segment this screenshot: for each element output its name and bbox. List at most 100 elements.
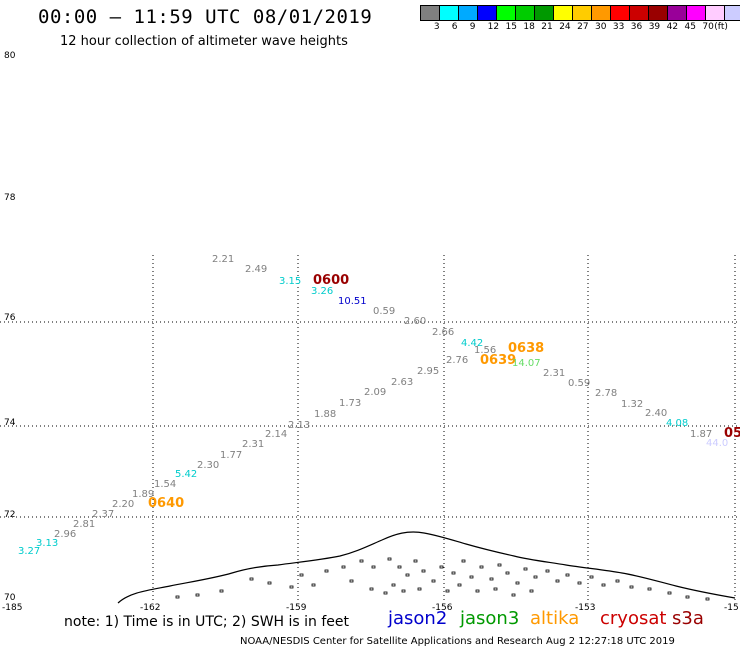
coast-island (383, 591, 388, 595)
color-scale-label: 18 (523, 22, 535, 32)
color-scale-label: 24 (559, 22, 571, 32)
wave-height-label: 1.89 (132, 489, 154, 500)
color-scale-label: 36 (630, 22, 643, 32)
coast-island (511, 593, 516, 597)
color-scale-label: 27 (577, 22, 589, 32)
color-scale-label: 3 (433, 22, 440, 32)
wave-height-label: 2.63 (391, 377, 413, 388)
wave-height-label: 44.0 (706, 438, 728, 449)
color-scale-label: 21 (541, 22, 553, 32)
color-scale-label: 6 (451, 22, 458, 32)
coast-island (493, 587, 498, 591)
longitude-label: -15 (724, 603, 739, 613)
longitude-label: -156 (432, 603, 453, 613)
longitude-label: -185 (2, 603, 22, 613)
coast-island (647, 587, 652, 591)
wave-height-label: 1.73 (339, 398, 361, 409)
latitude-label: 78 (4, 193, 16, 203)
coast-island (601, 583, 606, 587)
coast-island (475, 589, 480, 593)
coast-island (397, 565, 402, 569)
wave-height-label: 1.87 (690, 429, 712, 440)
color-scale-label: 42 (666, 22, 679, 32)
latitude-label: 80 (4, 51, 16, 61)
wave-height-label: 1.56 (474, 345, 496, 356)
legend-satellite-altika: altika (530, 608, 580, 629)
coast-island (523, 567, 528, 571)
latitude-label: 76 (4, 313, 16, 323)
coast-island (175, 595, 180, 599)
wave-height-label: 2.21 (212, 254, 234, 265)
wave-height-label: 4.42 (461, 338, 483, 349)
wave-height-label: 2.60 (404, 316, 426, 327)
coast-island (469, 575, 474, 579)
color-scale-label: 33 (612, 22, 625, 32)
wave-height-label: 2.78 (595, 388, 617, 399)
map-title: 00:00 – 11:59 UTC 08/01/2019 (38, 6, 373, 28)
coast-island (405, 573, 410, 577)
coast-island (461, 559, 466, 563)
coast-island (421, 569, 426, 573)
wave-height-label: 10.51 (338, 296, 367, 307)
coast-island (515, 581, 520, 585)
legend-satellite-jason3: jason3 (460, 608, 520, 629)
color-swatch (724, 5, 740, 21)
legend-satellite-s3a: s3a (672, 608, 704, 629)
latitude-label: 72 (4, 510, 15, 520)
coast-island (555, 579, 560, 583)
coast-island (341, 565, 346, 569)
coast-island (359, 559, 364, 563)
wave-height-label: 0.59 (373, 306, 395, 317)
wave-height-label: 2.76 (446, 355, 468, 366)
coast-island (431, 579, 436, 583)
coast-island (439, 565, 444, 569)
coast-island (371, 565, 376, 569)
color-scale-label: 15 (505, 22, 517, 32)
coast-island (497, 563, 502, 567)
coast-island (589, 575, 594, 579)
coast-island (457, 583, 462, 587)
wave-height-label: 3.15 (279, 276, 301, 287)
color-scale-label: (ft) (714, 22, 728, 32)
coast-island (529, 589, 534, 593)
coast-island (565, 573, 570, 577)
wave-height-label: 2.96 (54, 529, 76, 540)
wave-height-label: 2.09 (364, 387, 386, 398)
credit-line: NOAA/NESDIS Center for Satellite Applica… (240, 636, 675, 647)
coast-island (629, 585, 634, 589)
color-scale-label: 9 (469, 22, 476, 32)
wave-height-label: 14.07 (512, 358, 541, 369)
coast-island (417, 587, 422, 591)
coast-island (311, 583, 316, 587)
wave-height-label: 1.77 (220, 450, 242, 461)
wave-height-label: 3.27 (18, 546, 40, 557)
coast-island (289, 585, 294, 589)
coast-island (369, 587, 374, 591)
map-subtitle: 12 hour collection of altimeter wave hei… (60, 34, 348, 49)
wave-height-label: 3.13 (36, 538, 58, 549)
coast-island (505, 571, 510, 575)
pass-time-label: 0639 (480, 353, 516, 368)
coast-island (299, 573, 304, 577)
wave-height-label: 1.54 (154, 479, 176, 490)
coast-island (249, 577, 254, 581)
coast-island (445, 589, 450, 593)
coast-island (391, 583, 396, 587)
wave-height-label: 2.40 (645, 408, 667, 419)
wave-height-label: 2.14 (265, 429, 287, 440)
wave-height-label: 1.88 (314, 409, 336, 420)
latitude-label: 70 (4, 593, 16, 603)
coast-island (489, 577, 494, 581)
wave-height-label: 2.95 (417, 366, 439, 377)
pass-time-label: 0638 (508, 341, 544, 356)
longitude-label: -153 (575, 603, 595, 613)
color-scale-label: 30 (595, 22, 607, 32)
coast-island (577, 581, 582, 585)
footnote: note: 1) Time is in UTC; 2) SWH is in fe… (64, 614, 350, 630)
wave-height-label: 1.32 (621, 399, 643, 410)
wave-height-label: 2.37 (92, 509, 114, 520)
coast-island (324, 569, 329, 573)
color-scale-label: 39 (648, 22, 661, 32)
coast-island (413, 559, 418, 563)
